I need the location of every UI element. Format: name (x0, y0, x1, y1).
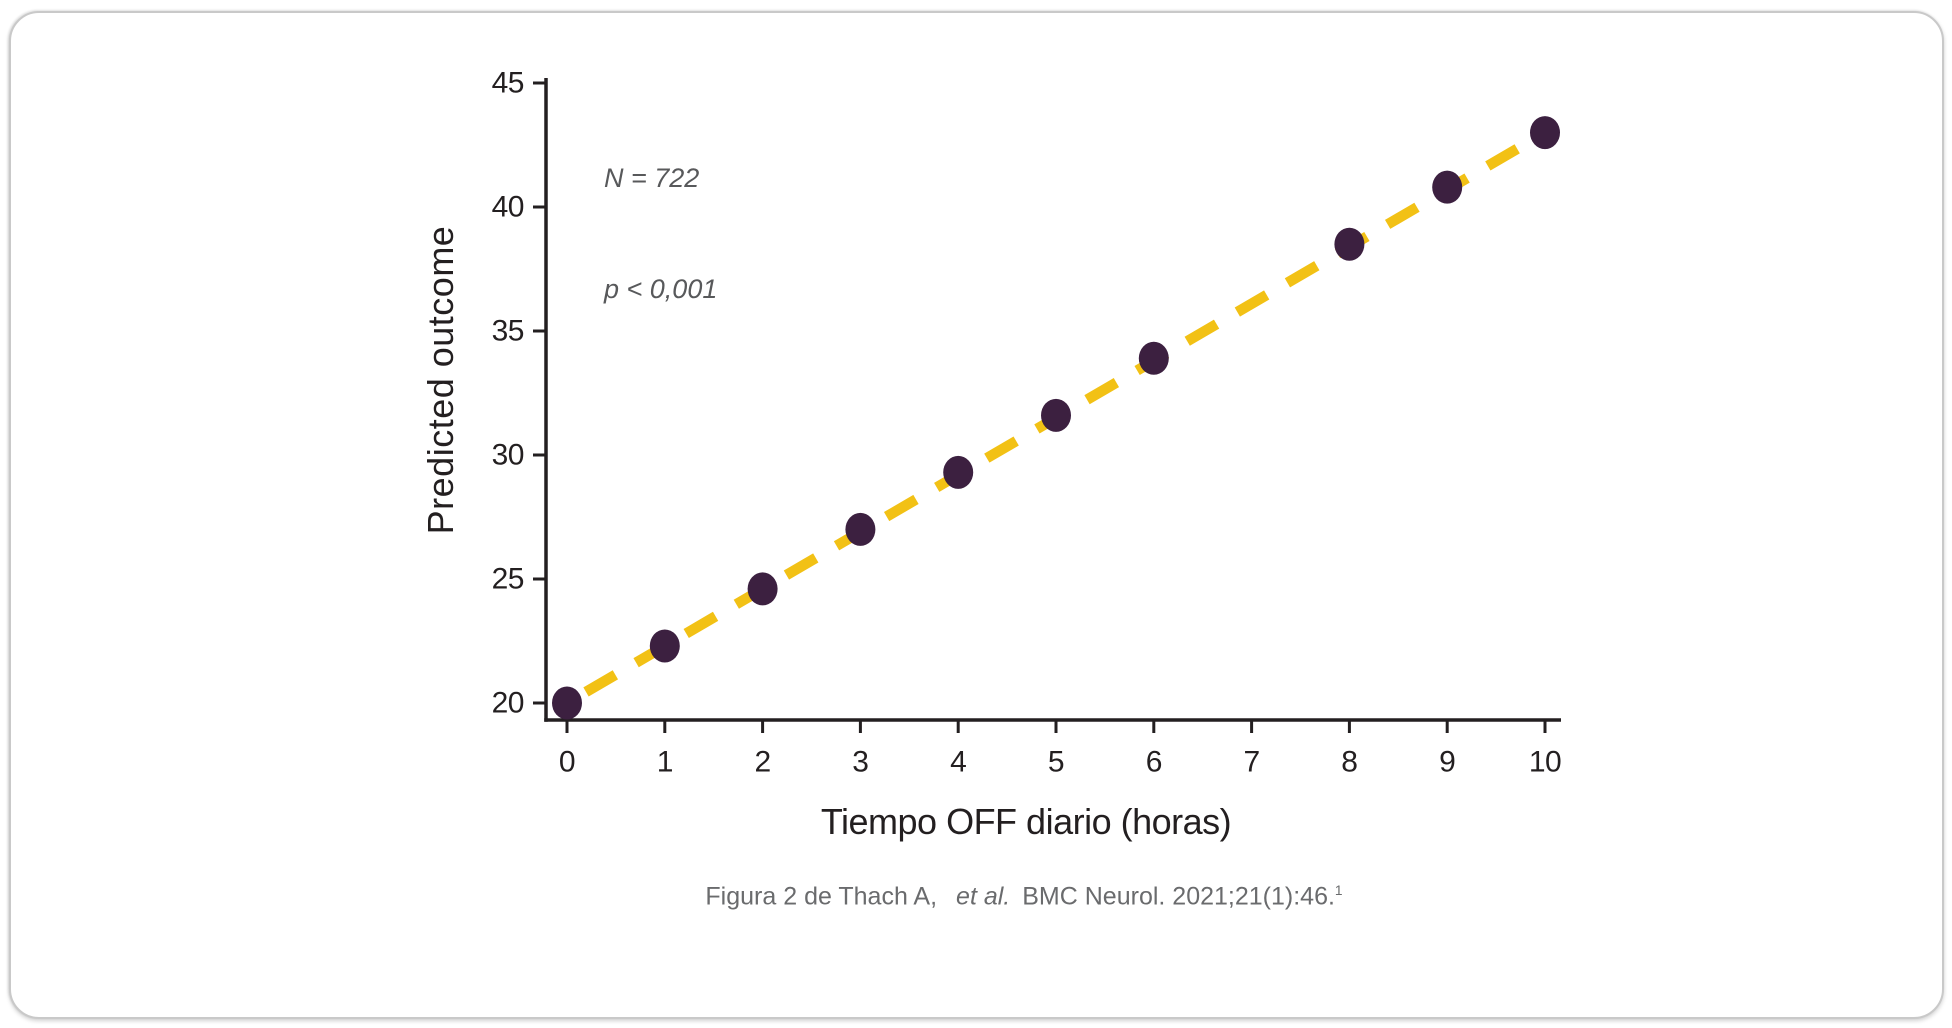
caption-prefix: Figura 2 de Thach A, (705, 882, 938, 911)
y-axis-label: Predicted outcome (420, 225, 461, 535)
x-tick-label: 6 (1146, 746, 1162, 779)
n-value-text: N = 722 (604, 163, 700, 193)
data-point (552, 686, 582, 720)
x-tick-label: 8 (1341, 746, 1357, 779)
x-tick-label: 3 (852, 746, 868, 779)
y-tick-label: 25 (492, 563, 524, 596)
caption-reference-superscript: 1 (1334, 883, 1343, 899)
y-tick-label: 20 (492, 687, 524, 720)
data-point (845, 512, 876, 546)
y-tick-label: 40 (492, 191, 524, 224)
y-tick-label: 45 (492, 67, 524, 100)
x-tick-label: 2 (755, 746, 771, 779)
x-tick-label: 4 (950, 746, 966, 779)
data-point (943, 455, 974, 489)
data-point (1432, 170, 1463, 204)
data-point (1041, 398, 1071, 432)
x-tick-label: 10 (1529, 746, 1561, 779)
figure-caption: Figura 2 de Thach A, et al. BMC Neurol. 20… (705, 883, 1342, 912)
data-point (649, 629, 680, 663)
x-tick-label: 1 (657, 746, 673, 779)
chart-card (9, 11, 1944, 1019)
x-tick-label: 0 (559, 746, 575, 779)
data-point (1530, 116, 1560, 150)
stats-annotation: N = 722 p < 0,001 (604, 86, 717, 345)
data-point (1138, 341, 1169, 375)
x-tick-label: 9 (1439, 746, 1455, 779)
y-tick-label: 30 (492, 439, 524, 472)
y-tick-label: 35 (492, 315, 524, 348)
x-tick-label: 7 (1244, 746, 1260, 779)
p-value-text: p < 0,001 (604, 274, 718, 304)
caption-et-al: et al. (956, 882, 1011, 911)
x-tick-label: 5 (1048, 746, 1064, 779)
data-point (747, 572, 778, 606)
x-axis-label: Tiempo OFF diario (horas) (820, 801, 1232, 842)
caption-suffix: BMC Neurol. 2021;21(1):46. (1022, 882, 1335, 911)
data-point (1334, 227, 1365, 261)
